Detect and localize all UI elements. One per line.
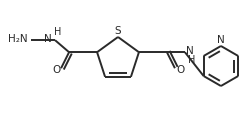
Text: O: O: [52, 65, 60, 75]
Text: N: N: [44, 34, 52, 44]
Text: N: N: [217, 35, 225, 45]
Text: S: S: [115, 26, 121, 36]
Text: H: H: [54, 27, 62, 37]
Text: N: N: [186, 46, 194, 56]
Text: H: H: [188, 55, 196, 65]
Text: H₂N: H₂N: [8, 34, 28, 44]
Text: O: O: [177, 65, 185, 75]
